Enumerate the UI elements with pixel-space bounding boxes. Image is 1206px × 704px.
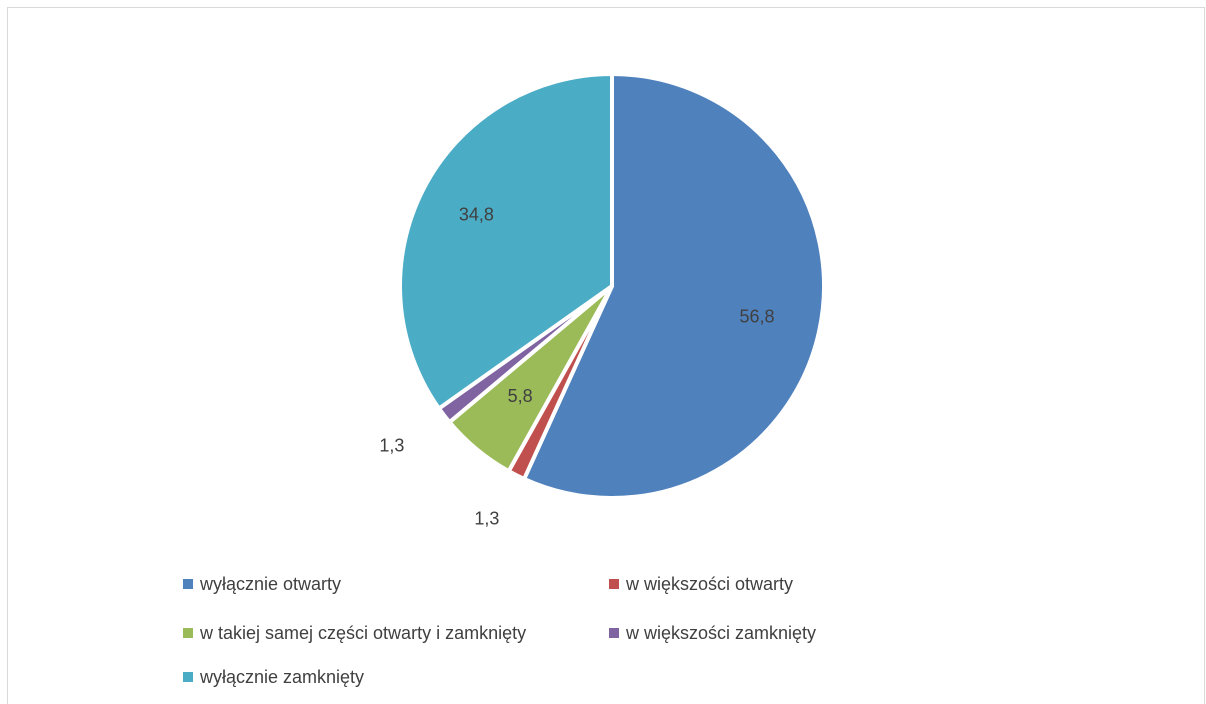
data-label-w-wiekszosci-otwarty: 1,3: [474, 509, 499, 529]
pie-slice-wylacznie-zamkniety: [398, 72, 614, 411]
data-labels: 56,8 1,3 5,8 1,3 34,8: [379, 205, 774, 529]
pie-chart: 56,8 1,3 5,8 1,3 34,8: [379, 72, 826, 529]
data-label-wylacznie-zamkniety: 34,8: [459, 205, 494, 225]
data-label-w-wiekszosci-zamkniety: 1,3: [379, 435, 404, 455]
data-label-wylacznie-otwarty: 56,8: [739, 306, 774, 326]
data-label-w-takiej-samej-czesci-otwarty-i-zamkniety: 5,8: [508, 386, 533, 406]
pie-slice-wylacznie-otwarty: [522, 72, 826, 500]
pie-slices: [398, 72, 826, 500]
chart-area: [7, 7, 1205, 704]
